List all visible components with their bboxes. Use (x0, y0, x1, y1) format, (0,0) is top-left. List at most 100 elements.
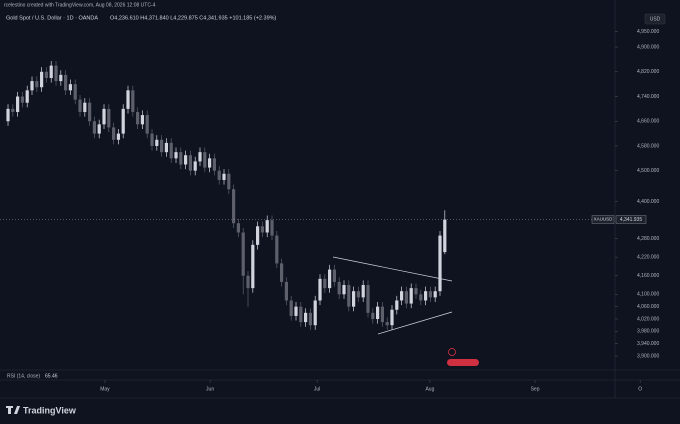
candle-body (414, 288, 418, 295)
y-tick-label: 4,820.000 (637, 69, 659, 75)
ohlc-legend: O4,236.610 H4,371.840 L4,229.875 C4,341.… (110, 15, 277, 21)
y-tick-label: 4,060.000 (637, 304, 659, 310)
x-tick-label: O (638, 386, 642, 392)
candle-body (112, 127, 116, 140)
candle-body (260, 226, 265, 233)
candle-body (188, 155, 193, 171)
y-tick-label: 4,660.000 (637, 119, 659, 125)
candle-body (198, 152, 202, 162)
candle-body (227, 173, 231, 190)
candle-body (40, 71, 44, 88)
candle-body (73, 84, 77, 100)
candle-body (323, 278, 327, 289)
candle-body (332, 269, 337, 282)
candle-body (107, 108, 111, 128)
currency[interactable]: USD (650, 16, 661, 22)
y-tick-label: 4,740.000 (637, 94, 659, 100)
candle-body (30, 81, 34, 91)
event-icon[interactable] (448, 348, 456, 356)
candle-body (385, 322, 389, 326)
candle-body (16, 96, 20, 112)
candle-body (232, 189, 236, 224)
candle-body (404, 291, 409, 304)
candle-body (241, 232, 245, 276)
candle-body (54, 65, 58, 82)
y-tick-label: 4,020.000 (637, 316, 659, 322)
candle-body (380, 306, 385, 323)
x-tick-label: Aug (425, 386, 434, 392)
candle-body (289, 300, 293, 316)
candle-body (145, 115, 149, 134)
y-tick-label: 4,160.000 (637, 273, 659, 279)
candle-body (443, 219, 447, 253)
candle-body (246, 275, 250, 289)
candle-body (212, 158, 217, 171)
candle-body (328, 269, 332, 289)
y-tick-label: 3,900.000 (637, 353, 659, 359)
candle-body (423, 291, 428, 301)
candle-body (419, 294, 423, 301)
candle-body (342, 285, 346, 295)
credit: rcelestino created with TradingView.com,… (4, 2, 156, 8)
candle-body (136, 111, 140, 125)
candle-body (400, 291, 404, 301)
candle-body (395, 300, 399, 310)
y-tick-label: 4,900.000 (637, 44, 659, 50)
candle-body (299, 306, 303, 323)
candle-body (160, 139, 164, 153)
event-group[interactable] (447, 359, 479, 366)
y-tick-label: 4,100.000 (637, 292, 659, 298)
y-tick-label: 4,220.000 (637, 255, 659, 261)
brand: TradingView (23, 405, 77, 415)
candle-body (150, 133, 154, 146)
candle-body (275, 235, 279, 264)
candle-body (390, 309, 394, 326)
candle-body (352, 291, 356, 307)
candle-body (371, 312, 375, 320)
y-tick-label: 3,980.000 (637, 329, 659, 335)
y-tick-label: 4,500.000 (637, 168, 659, 174)
candle-body (337, 281, 341, 295)
candle-body (184, 155, 188, 165)
logo: TradingView (6, 405, 77, 415)
candle-body (131, 90, 135, 112)
candle-body (83, 102, 87, 112)
candle-body (88, 102, 92, 122)
currency-box[interactable] (644, 13, 666, 25)
candle-body (251, 244, 255, 289)
candle-body (193, 161, 197, 171)
symbol-box (591, 215, 615, 224)
candle-body (102, 108, 106, 125)
candle-body (179, 152, 183, 165)
candle-body (126, 90, 130, 109)
candle-body (97, 124, 101, 134)
candle-body (20, 96, 25, 103)
candle-body (140, 115, 145, 125)
indicator-name: RSI (14, close) (7, 373, 40, 379)
candle-body (313, 300, 317, 326)
trendline-lower (377, 311, 453, 335)
candle-body (409, 288, 413, 304)
candle-body (304, 312, 308, 323)
y-tick-label: 3,940.000 (637, 341, 659, 347)
candle-body (438, 235, 442, 292)
candle-body (64, 74, 68, 91)
last-price-label: 4,341.935 (620, 217, 642, 223)
candle-body (294, 306, 298, 316)
candle-body (25, 90, 29, 103)
candle-body (35, 81, 39, 88)
logo-mark (6, 406, 20, 414)
indicator-value: 65.46 (45, 373, 58, 379)
candle-body (222, 173, 226, 180)
candle-body (428, 291, 432, 298)
candle-body (356, 291, 361, 298)
candle-body (280, 263, 284, 282)
symbol-label: XAUUSD (594, 217, 614, 222)
candle-body (92, 121, 97, 134)
candle-body (44, 71, 49, 78)
y-tick-label: 4,950.000 (637, 29, 659, 35)
candle-body (208, 158, 212, 168)
candle-body (308, 312, 313, 326)
candle-body (265, 220, 269, 233)
candle-body (116, 133, 121, 140)
